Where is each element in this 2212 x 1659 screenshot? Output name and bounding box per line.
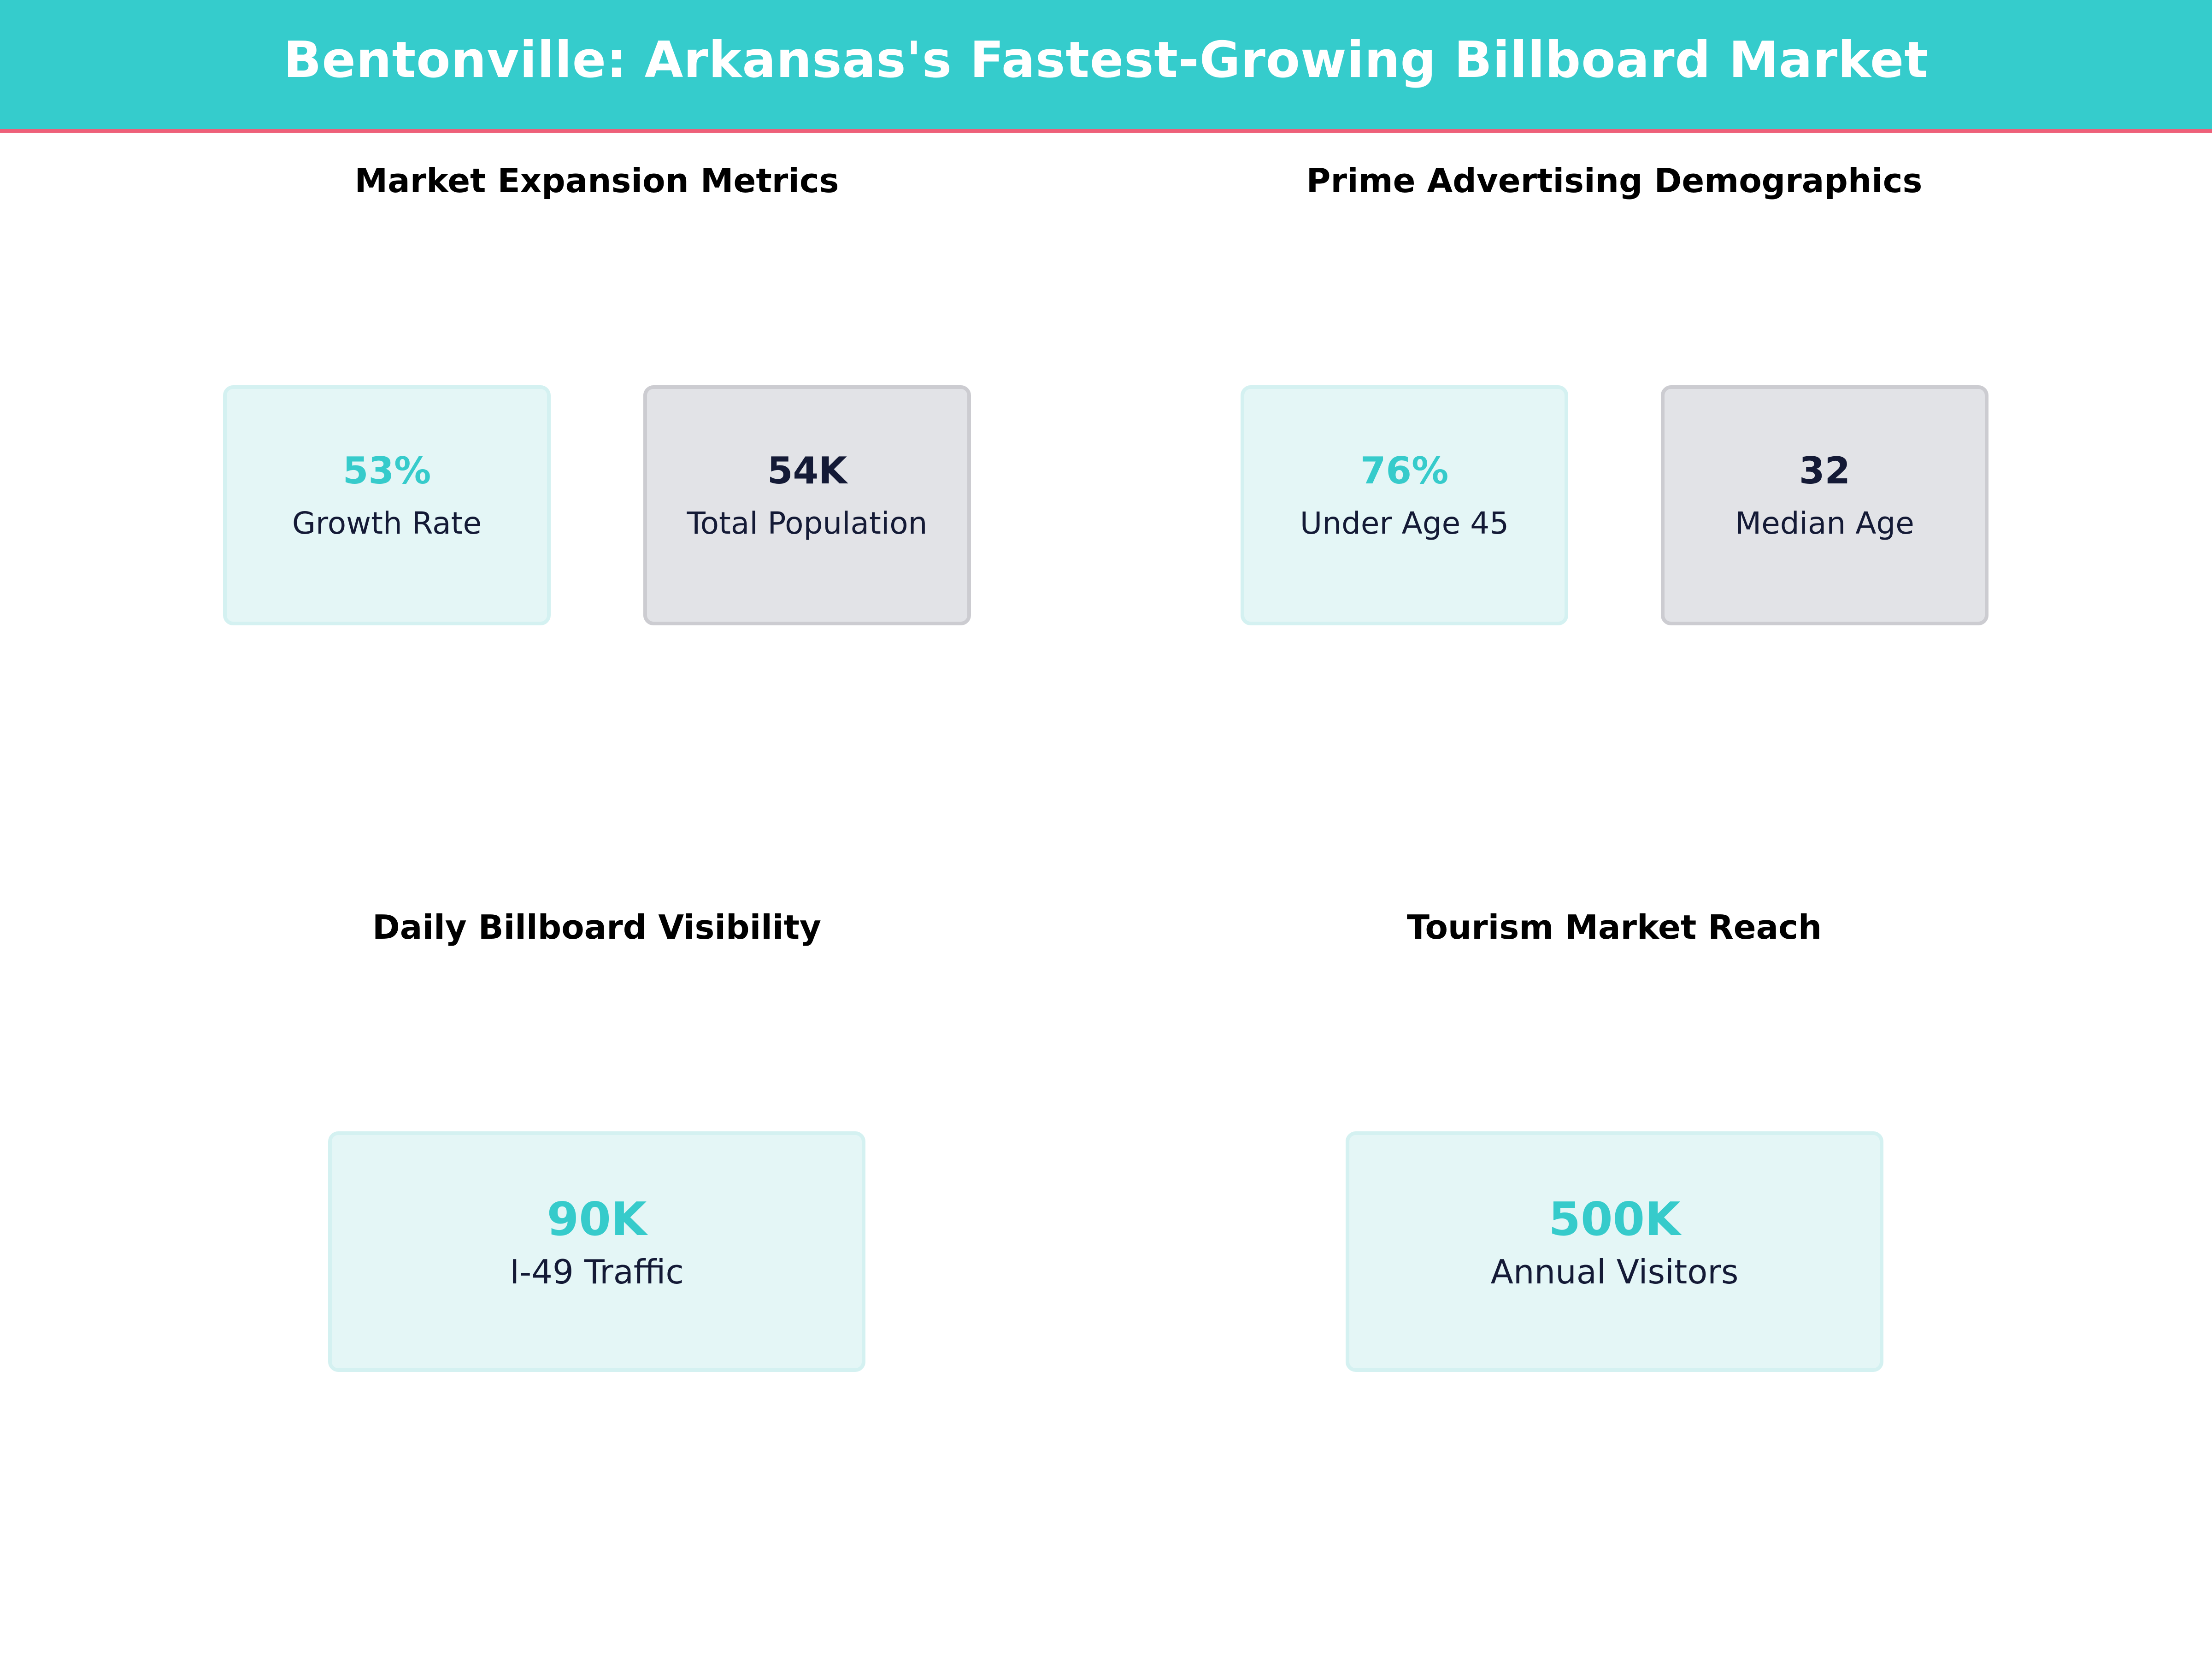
panel-title-market-expansion: Market Expansion Metrics <box>354 161 839 200</box>
metric-card-i49-traffic: 90K I-49 Traffic <box>328 1131 865 1372</box>
page-title: Bentonville: Arkansas's Fastest-Growing … <box>283 31 1929 89</box>
metric-label: Total Population <box>687 506 928 541</box>
metric-label: Median Age <box>1735 506 1914 541</box>
metric-value: 54K <box>767 449 847 492</box>
metric-value: 76% <box>1360 449 1449 492</box>
metric-value: 90K <box>547 1192 647 1246</box>
metric-label: I-49 Traffic <box>509 1253 684 1291</box>
header-accent-stripe <box>0 129 2212 133</box>
panel-title-billboard-visibility: Daily Billboard Visibility <box>372 908 821 947</box>
metric-card-total-population: 54K Total Population <box>643 385 971 625</box>
metric-value: 53% <box>342 449 431 492</box>
panel-title-demographics: Prime Advertising Demographics <box>1306 161 1923 200</box>
header-banner: Bentonville: Arkansas's Fastest-Growing … <box>0 0 2212 129</box>
metric-card-under-age-45: 76% Under Age 45 <box>1241 385 1568 625</box>
metric-label: Growth Rate <box>292 506 482 541</box>
metric-label: Annual Visitors <box>1490 1253 1739 1291</box>
panel-title-tourism-reach: Tourism Market Reach <box>1406 908 1822 947</box>
metric-card-growth-rate: 53% Growth Rate <box>223 385 551 625</box>
metric-card-median-age: 32 Median Age <box>1661 385 1988 625</box>
metric-label: Under Age 45 <box>1300 506 1509 541</box>
metric-value: 500K <box>1548 1192 1681 1246</box>
metric-value: 32 <box>1799 449 1851 492</box>
metric-card-annual-visitors: 500K Annual Visitors <box>1346 1131 1883 1372</box>
